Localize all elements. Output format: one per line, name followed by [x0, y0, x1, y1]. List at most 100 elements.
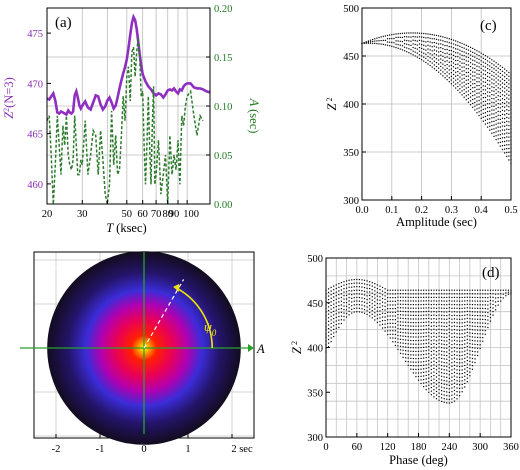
data-point [330, 286, 332, 289]
data-point [361, 286, 363, 288]
data-point [469, 357, 471, 359]
data-point [489, 61, 491, 63]
data-point [418, 43, 421, 45]
data-point [430, 329, 432, 331]
data-point [392, 308, 394, 310]
data-point [491, 93, 493, 96]
data-point [412, 50, 414, 52]
data-point [348, 310, 350, 312]
data-point [361, 308, 363, 310]
data-point [335, 320, 337, 322]
data-point [508, 144, 510, 146]
data-point [446, 289, 448, 291]
data-point [493, 135, 495, 137]
data-point [461, 58, 463, 60]
data-point [327, 317, 330, 319]
data-point [333, 307, 335, 309]
data-point [412, 307, 414, 309]
data-point [489, 95, 491, 97]
data-point [446, 391, 448, 393]
data-point [486, 91, 489, 93]
data-point [435, 50, 438, 52]
data-point [397, 317, 399, 319]
data-point [399, 335, 402, 337]
scatter-points [361, 32, 512, 165]
data-point [433, 289, 435, 291]
data-point [420, 368, 422, 370]
data-point [457, 82, 459, 84]
data-point [395, 36, 397, 39]
data-point [478, 88, 480, 90]
data-point [487, 297, 489, 299]
data-point [425, 364, 427, 366]
data-point [414, 47, 416, 49]
data-point [348, 296, 350, 299]
data-point [389, 41, 391, 43]
data-point [369, 308, 371, 310]
data-point [442, 55, 444, 57]
data-point [343, 315, 345, 318]
data-point [402, 293, 404, 295]
data-point [423, 321, 425, 323]
data-point [480, 56, 482, 58]
data-point [479, 344, 481, 346]
data-point [497, 300, 499, 302]
data-point [448, 384, 450, 386]
data-point [410, 53, 412, 55]
x-tick-label: 0.1 [385, 205, 398, 216]
data-point [466, 307, 468, 309]
data-point [489, 310, 492, 312]
data-point [435, 293, 438, 295]
data-point [435, 340, 438, 342]
data-point [499, 137, 501, 140]
data-point [486, 107, 489, 109]
data-point [433, 382, 435, 384]
data-point [464, 382, 466, 385]
data-point [471, 343, 474, 345]
data-point [382, 35, 384, 38]
data-point [453, 382, 456, 384]
data-point [456, 365, 458, 367]
data-point [386, 38, 389, 40]
data-point [420, 325, 422, 327]
data-point [486, 126, 489, 128]
data-point [461, 307, 463, 309]
data-point [459, 91, 461, 94]
data-point [412, 343, 414, 345]
data-point [482, 53, 484, 55]
data-point [381, 305, 384, 307]
data-point [446, 63, 448, 66]
data-point [408, 40, 410, 42]
data-point [443, 318, 445, 320]
data-point [330, 319, 332, 321]
data-point [446, 318, 448, 320]
data-point [423, 325, 425, 327]
data-point [333, 325, 335, 327]
data-point [450, 68, 452, 70]
data-point [480, 64, 482, 66]
data-point [440, 62, 442, 64]
data-point [484, 322, 486, 324]
data-point [448, 289, 450, 291]
data-point [429, 57, 431, 59]
data-point [376, 288, 378, 290]
data-point [469, 300, 471, 302]
data-point [407, 325, 409, 327]
data-point [387, 322, 389, 325]
data-point [402, 353, 404, 355]
data-point [402, 321, 404, 323]
data-point [433, 293, 435, 295]
data-point [340, 308, 343, 310]
data-point [441, 329, 443, 331]
data-point [387, 297, 389, 299]
data-point [448, 391, 450, 394]
data-point [351, 301, 353, 303]
data-point [508, 83, 510, 85]
data-point [441, 393, 443, 395]
data-point [452, 51, 455, 53]
data-point [410, 289, 412, 291]
data-point [415, 296, 417, 299]
data-point [407, 357, 409, 359]
data-point [486, 110, 489, 113]
data-point [495, 92, 497, 95]
